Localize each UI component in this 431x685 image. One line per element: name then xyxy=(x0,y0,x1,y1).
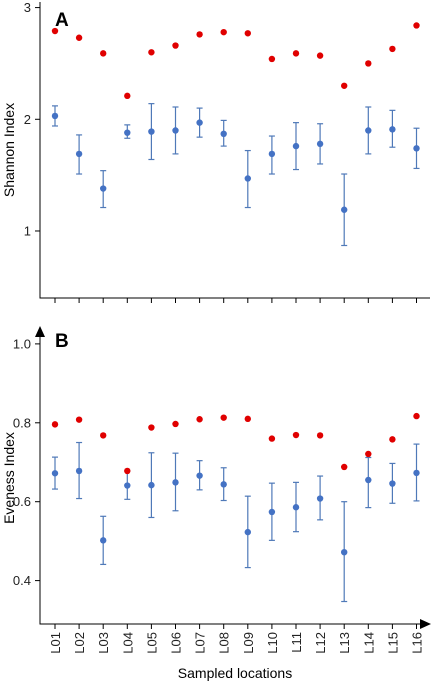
red-point-l10 xyxy=(268,55,276,63)
red-point-l13 xyxy=(341,82,348,89)
red-point-l03 xyxy=(100,50,107,57)
red-point-l01 xyxy=(51,27,59,35)
red-point-l14 xyxy=(365,450,372,458)
x-tick-label-l07: L07 xyxy=(193,632,208,654)
red-point-l05 xyxy=(148,49,155,56)
x-tick-label-l09: L09 xyxy=(241,632,256,654)
x-tick-label-l03: L03 xyxy=(96,632,111,654)
red-point-l16 xyxy=(413,22,420,29)
mean-point-l12 xyxy=(316,495,324,502)
red-point-l01 xyxy=(51,421,59,428)
panel-b: B Eveness Index Sampled locations 0.4 0.6… xyxy=(1,326,431,681)
x-tick-label-l06: L06 xyxy=(169,632,184,654)
red-point-l08 xyxy=(220,414,227,421)
x-tick-label-l12: L12 xyxy=(313,632,328,654)
mean-point-l11 xyxy=(292,142,300,150)
panel-a-y-tick-label: 2 xyxy=(24,112,31,127)
red-point-l06 xyxy=(172,42,179,49)
panel-a-y-tick-label: 3 xyxy=(24,0,31,15)
mean-point-l04 xyxy=(124,482,131,489)
mean-point-l01 xyxy=(51,470,59,477)
mean-point-l06 xyxy=(172,479,179,486)
x-tick-label-l05: L05 xyxy=(144,632,159,654)
mean-point-l08 xyxy=(220,130,227,138)
x-tick-label-l13: L13 xyxy=(337,632,352,654)
red-point-l14 xyxy=(365,60,372,67)
panel-b-y-tick-label: 1.0 xyxy=(13,336,31,351)
mean-point-l13 xyxy=(341,206,348,213)
mean-point-l10 xyxy=(268,508,276,516)
panel-a-axes xyxy=(39,2,430,299)
red-point-l02 xyxy=(75,416,83,423)
red-point-l07 xyxy=(196,416,203,423)
panel-b-y-axis-title: Eveness Index xyxy=(1,432,17,524)
red-point-l15 xyxy=(389,45,396,53)
panel-b-y-axis-arrow xyxy=(35,326,45,337)
mean-point-l12 xyxy=(316,140,324,148)
panel-b-label: B xyxy=(55,331,69,352)
mean-point-l07 xyxy=(196,472,203,479)
panel-a-y-tick-label: 1 xyxy=(24,223,31,238)
red-point-l16 xyxy=(413,412,420,420)
mean-point-l03 xyxy=(100,185,107,192)
mean-point-l01 xyxy=(51,112,59,120)
mean-point-l04 xyxy=(124,129,131,136)
x-tick-label-l10: L10 xyxy=(265,632,280,654)
panel-a: A Shannon Index 1 2 3 xyxy=(1,0,430,303)
mean-point-l02 xyxy=(75,467,83,475)
mean-point-l15 xyxy=(389,126,396,133)
mean-point-l14 xyxy=(365,476,372,484)
mean-point-l06 xyxy=(172,127,179,134)
mean-point-l14 xyxy=(365,127,372,134)
mean-point-l16 xyxy=(413,469,420,477)
panel-b-y-tick-label: 0.8 xyxy=(13,415,31,430)
x-tick-label-l11: L11 xyxy=(289,632,304,653)
red-point-l11 xyxy=(292,50,300,57)
red-point-l07 xyxy=(196,31,203,38)
mean-point-l03 xyxy=(100,537,107,544)
red-point-l09 xyxy=(244,30,251,37)
red-point-l13 xyxy=(341,463,348,471)
panel-b-axes xyxy=(39,336,422,625)
red-point-l04 xyxy=(124,467,131,475)
red-point-l08 xyxy=(220,28,227,36)
red-point-l03 xyxy=(100,432,107,439)
panel-b-x-axis-arrow xyxy=(420,619,431,629)
red-point-l12 xyxy=(316,432,324,439)
panel-b-y-tick-label: 0.4 xyxy=(13,573,31,588)
panel-b-y-tick-label: 0.6 xyxy=(13,494,31,509)
mean-point-l16 xyxy=(413,145,420,152)
red-point-l09 xyxy=(244,415,251,423)
mean-point-l15 xyxy=(389,480,396,487)
mean-point-l08 xyxy=(220,481,227,488)
mean-point-l07 xyxy=(196,119,203,126)
red-point-l05 xyxy=(148,424,155,431)
red-point-l04 xyxy=(124,92,131,100)
x-tick-label-l02: L02 xyxy=(72,632,87,654)
mean-point-l05 xyxy=(148,128,155,135)
mean-point-l10 xyxy=(268,150,276,158)
mean-point-l13 xyxy=(341,548,348,556)
x-tick-label-l16: L16 xyxy=(410,632,425,654)
mean-point-l11 xyxy=(292,504,300,511)
red-point-l06 xyxy=(172,420,179,428)
x-tick-label-l15: L15 xyxy=(385,632,400,654)
mean-point-l09 xyxy=(244,175,251,182)
red-point-l15 xyxy=(389,436,396,443)
red-point-l10 xyxy=(268,435,276,442)
mean-point-l09 xyxy=(244,528,251,536)
mean-point-l05 xyxy=(148,481,155,489)
x-tick-label-l14: L14 xyxy=(361,632,376,654)
red-point-l11 xyxy=(292,431,300,439)
red-point-l02 xyxy=(75,34,83,41)
panel-a-y-axis-title: Shannon Index xyxy=(1,103,17,197)
x-tick-label-l08: L08 xyxy=(217,632,232,654)
mean-point-l02 xyxy=(75,150,83,158)
red-point-l12 xyxy=(316,52,324,59)
panel-a-label: A xyxy=(55,10,69,31)
x-tick-label-l04: L04 xyxy=(120,632,135,654)
panel-b-x-axis-title: Sampled locations xyxy=(178,665,292,681)
x-tick-label-l01: L01 xyxy=(48,632,63,654)
